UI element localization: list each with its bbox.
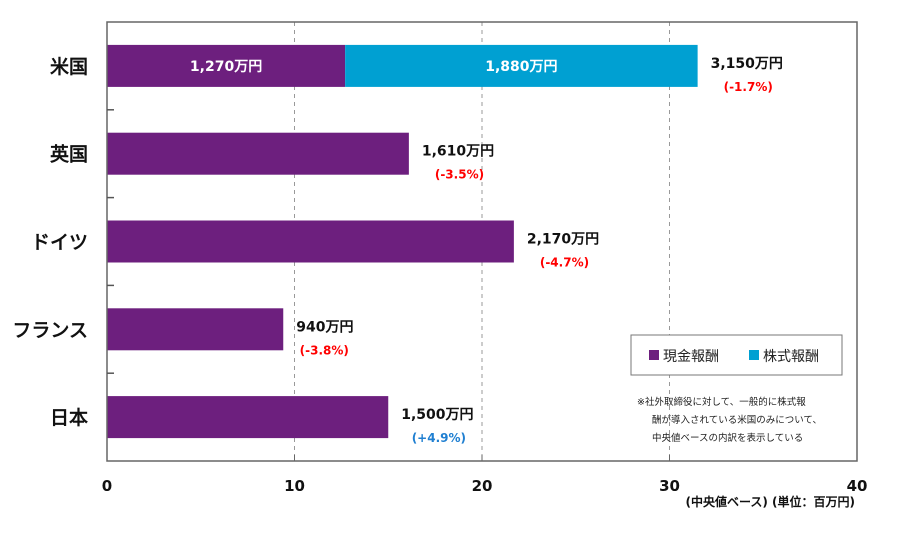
total-label: 2,170万円 [527, 232, 599, 248]
bar-cash [107, 44, 346, 87]
change-label: (-4.7%) [540, 256, 589, 270]
change-label: (-3.8%) [300, 343, 349, 357]
legend-box [630, 334, 843, 376]
change-label: (-3.5%) [435, 168, 484, 182]
x-tick-label: 40 [847, 477, 868, 495]
change-label: (+4.9%) [412, 431, 466, 445]
bar-cash [107, 220, 514, 263]
category-label: 日本 [50, 406, 88, 429]
x-tick-label: 0 [102, 477, 112, 495]
legend-label-stock: 株式報酬 [763, 349, 819, 365]
total-label: 1,610万円 [422, 144, 494, 160]
bar-cash [107, 396, 389, 439]
category-label: ドイツ [31, 232, 88, 254]
category-label: 米国 [50, 55, 88, 78]
category-label: フランス [12, 319, 88, 341]
x-tick-label: 30 [659, 477, 680, 495]
total-label: 940万円 [296, 319, 353, 335]
footnote-line-2: 酬が導入されている米国のみについて、 [652, 414, 822, 426]
bar-cash [107, 308, 284, 351]
bar-value-label: 1,880万円 [485, 59, 557, 75]
plot-area-frame [106, 21, 858, 462]
x-tick-label: 20 [472, 477, 493, 495]
footnote-line-3: 中央値ベースの内訳を表示している [652, 432, 803, 444]
legend-label-cash: 現金報酬 [663, 349, 719, 365]
legend-swatch-cash [649, 350, 659, 360]
category-ticks [107, 109, 114, 374]
footnote: ※社外取締役に対して、一般的に株式報 酬が導入されている米国のみについて、 中央… [637, 396, 822, 444]
legend: 現金報酬 株式報酬 [630, 334, 843, 376]
total-label: 1,500万円 [401, 407, 473, 423]
bars [107, 44, 698, 439]
bar-value-label: 1,270万円 [190, 59, 262, 75]
change-label: (-1.7%) [724, 80, 773, 94]
total-label: 3,150万円 [711, 56, 783, 72]
data-labels: 1,270万円 1,880万円 3,150万円 (-1.7%) 1,610万円 (-3.5… [190, 56, 783, 445]
legend-swatch-stock [749, 350, 759, 360]
x-tick-label: 10 [284, 477, 305, 495]
bar-cash [107, 132, 409, 175]
bar-stock [345, 44, 698, 87]
footnote-line-1: ※社外取締役に対して、一般的に株式報 [637, 396, 806, 408]
category-label: 英国 [50, 143, 88, 166]
x-tick-labels: 0 10 20 30 40 [102, 477, 868, 495]
x-axis-label: (中央値ベース) (単位：百万円) [685, 494, 855, 509]
